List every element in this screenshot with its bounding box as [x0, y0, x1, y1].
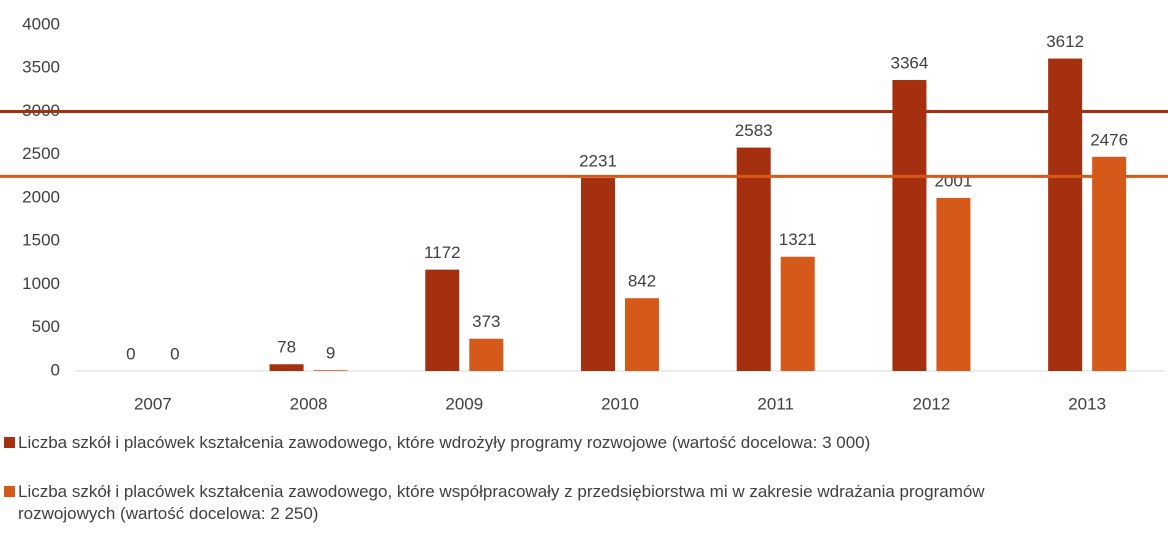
data-label: 3364 — [891, 53, 929, 72]
x-tick-label: 2009 — [445, 394, 483, 413]
y-tick-label: 2000 — [22, 187, 60, 206]
bar — [269, 364, 304, 371]
legend: Liczba szkół i placówek kształcenia zawo… — [4, 432, 1168, 552]
legend-label: Liczba szkół i placówek kształcenia zawo… — [18, 482, 985, 523]
bar — [780, 256, 815, 371]
y-tick-label: 4000 — [22, 14, 60, 33]
legend-swatch — [4, 486, 15, 497]
y-tick-label: 3500 — [22, 58, 60, 77]
bar — [469, 338, 504, 371]
data-label: 2476 — [1090, 130, 1128, 149]
y-tick-label: 1500 — [22, 231, 60, 250]
bar — [581, 178, 615, 371]
bar — [736, 147, 771, 371]
bar — [625, 298, 659, 371]
x-tick-label: 2013 — [1068, 394, 1106, 413]
data-label: 0 — [170, 344, 179, 363]
bar — [1048, 58, 1083, 371]
data-label: 0 — [126, 344, 135, 363]
data-label: 78 — [277, 338, 296, 357]
data-label: 2583 — [735, 121, 773, 140]
data-label: 2231 — [579, 152, 617, 171]
x-tick-label: 2008 — [290, 394, 328, 413]
legend-item: Liczba szkół i placówek kształcenia zawo… — [4, 481, 1168, 525]
data-label: 842 — [628, 272, 656, 291]
bar — [936, 197, 971, 371]
y-tick-label: 0 — [51, 360, 60, 379]
data-label: 2001 — [935, 171, 973, 190]
data-label: 9 — [326, 344, 335, 363]
bar — [1092, 156, 1127, 371]
x-tick-label: 2012 — [913, 394, 951, 413]
data-label: 3612 — [1046, 32, 1084, 51]
data-label: 1172 — [424, 243, 461, 262]
x-tick-label: 2011 — [757, 394, 794, 413]
legend-swatch — [4, 437, 15, 448]
y-tick-label: 2500 — [22, 144, 60, 163]
bar — [425, 269, 460, 371]
x-tick-label: 2010 — [601, 394, 639, 413]
legend-label: Liczba szkół i placówek kształcenia zawo… — [18, 433, 871, 452]
bar — [892, 80, 927, 371]
x-tick-label: 2007 — [134, 394, 172, 413]
chart: 0500100015002000250030003500400020070020… — [0, 14, 1168, 413]
y-tick-label: 1000 — [22, 274, 60, 293]
data-label: 373 — [472, 312, 500, 331]
bar — [313, 370, 348, 371]
legend-item: Liczba szkół i placówek kształcenia zawo… — [4, 432, 1168, 454]
y-tick-label: 500 — [32, 317, 60, 336]
data-label: 1321 — [779, 230, 817, 249]
